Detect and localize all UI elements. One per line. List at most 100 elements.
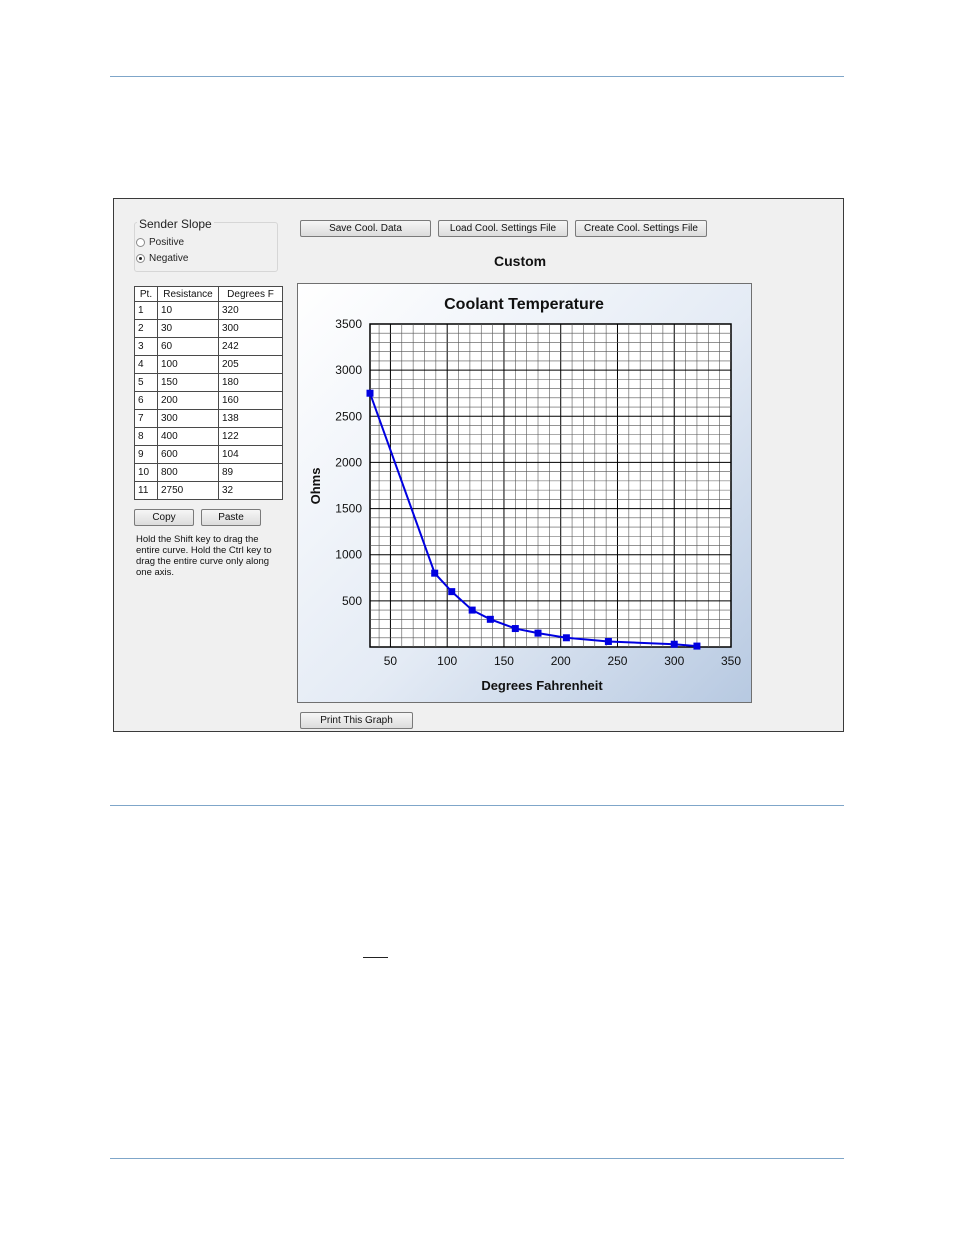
chart-title: Coolant Temperature [444, 296, 604, 313]
cell-resistance[interactable]: 100 [157, 355, 219, 374]
y-axis-label: Ohms [308, 468, 323, 505]
x-tick-label: 300 [664, 654, 684, 668]
data-point [468, 606, 476, 614]
series-layer[interactable] [366, 389, 701, 650]
table-row[interactable]: 2 30 300 [134, 319, 283, 338]
y-tick-label: 500 [342, 594, 362, 608]
cell-resistance[interactable]: 60 [157, 337, 219, 356]
cell-degrees[interactable]: 32 [218, 481, 283, 500]
y-tick-label: 1000 [335, 548, 362, 562]
copy-button[interactable]: Copy [134, 509, 194, 526]
table-row[interactable]: 10 800 89 [134, 463, 283, 482]
cell-resistance[interactable]: 400 [157, 427, 219, 446]
radio-positive-circle[interactable] [136, 238, 145, 247]
cell-resistance[interactable]: 600 [157, 445, 219, 464]
table-header-row: Pt. Resistance Degrees F [134, 286, 283, 302]
middle-rule [110, 805, 844, 806]
table-body: 1 10 320 2 30 300 3 60 242 4 100 205 5 150 180 6 200 160 7… [134, 301, 283, 500]
data-point [562, 634, 570, 642]
y-tick-label: 2500 [335, 409, 362, 423]
cell-resistance[interactable]: 150 [157, 373, 219, 392]
data-point [486, 615, 494, 623]
data-point [670, 640, 678, 648]
cell-pt: 5 [134, 373, 158, 392]
cell-resistance[interactable]: 800 [157, 463, 219, 482]
cell-resistance[interactable]: 300 [157, 409, 219, 428]
top-rule [110, 76, 844, 77]
save-cool-data-button[interactable]: Save Cool. Data [300, 220, 431, 237]
curve-name-label: Custom [494, 253, 547, 269]
radio-positive-label: Positive [149, 237, 185, 248]
curve-points-table[interactable]: Pt. Resistance Degrees F 1 10 320 2 30 300 3 60… [134, 286, 283, 500]
table-row[interactable]: 4 100 205 [134, 355, 283, 374]
table-row[interactable]: 9 600 104 [134, 445, 283, 464]
y-tick-label: 3500 [335, 317, 362, 331]
x-tick-label: 50 [384, 654, 398, 668]
table-row[interactable]: 7 300 138 [134, 409, 283, 428]
table-row[interactable]: 3 60 242 [134, 337, 283, 356]
cell-degrees[interactable]: 89 [218, 463, 283, 482]
data-point [431, 569, 439, 577]
radio-negative[interactable]: Negative [136, 253, 188, 264]
header-pt: Pt. [134, 286, 158, 302]
header-degrees: Degrees F [218, 286, 283, 302]
sender-slope-title: Sender Slope [137, 217, 214, 231]
data-point [604, 637, 612, 645]
data-point [693, 642, 701, 650]
cell-degrees[interactable]: 122 [218, 427, 283, 446]
cell-pt: 1 [134, 301, 158, 320]
cell-pt: 8 [134, 427, 158, 446]
radio-negative-label: Negative [149, 253, 189, 264]
header-resistance: Resistance [157, 286, 219, 302]
cell-degrees[interactable]: 180 [218, 373, 283, 392]
data-point [511, 625, 519, 633]
x-tick-label: 350 [721, 654, 741, 668]
create-settings-file-button[interactable]: Create Cool. Settings File [575, 220, 707, 237]
load-settings-file-button[interactable]: Load Cool. Settings File [438, 220, 568, 237]
paste-button[interactable]: Paste [201, 509, 261, 526]
cell-resistance[interactable]: 200 [157, 391, 219, 410]
radio-negative-circle[interactable] [136, 254, 145, 263]
cell-degrees[interactable]: 300 [218, 319, 283, 338]
cell-degrees[interactable]: 242 [218, 337, 283, 356]
cell-pt: 7 [134, 409, 158, 428]
x-tick-label: 200 [551, 654, 571, 668]
underline-mark [363, 957, 388, 958]
x-tick-label: 150 [494, 654, 514, 668]
cell-degrees[interactable]: 320 [218, 301, 283, 320]
x-axis-label: Degrees Fahrenheit [481, 678, 603, 693]
table-row[interactable]: 6 200 160 [134, 391, 283, 410]
cell-pt: 4 [134, 355, 158, 374]
cell-pt: 11 [134, 481, 158, 500]
cell-pt: 2 [134, 319, 158, 338]
data-point [448, 588, 456, 596]
drag-hint-text: Hold the Shift key to drag the entire cu… [136, 534, 272, 578]
cell-resistance[interactable]: 30 [157, 319, 219, 338]
table-row[interactable]: 1 10 320 [134, 301, 283, 320]
cell-pt: 6 [134, 391, 158, 410]
cell-degrees[interactable]: 138 [218, 409, 283, 428]
table-row[interactable]: 11 2750 32 [134, 481, 283, 500]
grid-lines [369, 323, 732, 648]
radio-positive[interactable]: Positive [136, 237, 184, 248]
cell-degrees[interactable]: 104 [218, 445, 283, 464]
x-tick-label: 100 [437, 654, 457, 668]
coolant-chart[interactable]: Coolant Temperature Degrees Fahrenheit O… [298, 284, 751, 702]
table-row[interactable]: 5 150 180 [134, 373, 283, 392]
data-point [366, 389, 374, 397]
y-tick-label: 2000 [335, 455, 362, 469]
tick-labels: 50 100 150 200 250 300 350 500 1000 1500 2000 2500 3… [335, 317, 741, 668]
cell-degrees[interactable]: 205 [218, 355, 283, 374]
data-point [534, 629, 542, 637]
chart-area[interactable]: Coolant Temperature Degrees Fahrenheit O… [297, 283, 752, 703]
table-row[interactable]: 8 400 122 [134, 427, 283, 446]
cell-pt: 9 [134, 445, 158, 464]
y-tick-label: 1500 [335, 502, 362, 516]
cell-resistance[interactable]: 10 [157, 301, 219, 320]
plot-background [369, 323, 732, 648]
print-graph-button[interactable]: Print This Graph [300, 712, 413, 729]
coolant-sender-panel: Sender Slope Positive Negative Save Cool… [113, 198, 844, 732]
x-tick-label: 250 [607, 654, 627, 668]
cell-resistance[interactable]: 2750 [157, 481, 219, 500]
cell-degrees[interactable]: 160 [218, 391, 283, 410]
